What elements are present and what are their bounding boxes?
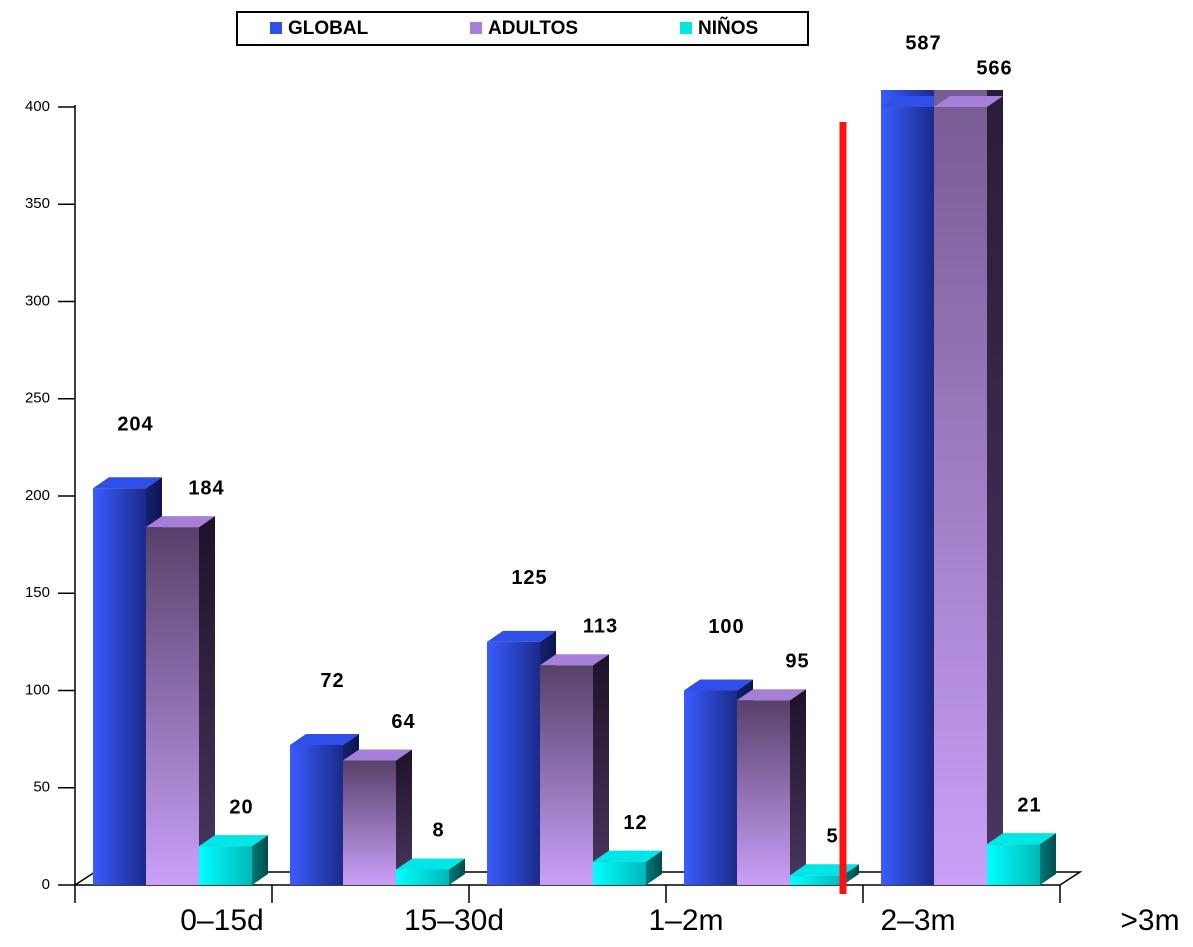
- y-tick-label: 300: [25, 292, 50, 309]
- bar: [934, 90, 1003, 885]
- bar-body: [593, 850, 662, 885]
- bar-front: [93, 488, 146, 885]
- value-label: 64: [391, 711, 415, 733]
- bar: [987, 833, 1056, 885]
- bar-front: [593, 861, 646, 885]
- bar-body: [540, 654, 609, 885]
- bar-side: [593, 654, 609, 885]
- value-label: 20: [229, 796, 253, 818]
- bar-top: [396, 858, 465, 870]
- value-label: 184: [188, 477, 224, 499]
- value-label: 100: [708, 616, 744, 638]
- bar: [396, 858, 465, 885]
- bar-top: [146, 516, 215, 528]
- value-label: 21: [1017, 794, 1041, 816]
- bar-top: [540, 654, 609, 666]
- legend-swatch: [270, 22, 282, 34]
- bar-side: [646, 850, 662, 885]
- bar-front: [343, 760, 396, 885]
- bar-body: [737, 689, 806, 885]
- bar-front: [934, 90, 987, 885]
- value-label: 12: [623, 812, 647, 834]
- y-tick-label: 200: [25, 487, 50, 504]
- bar-top: [290, 733, 359, 745]
- value-label: 566: [976, 57, 1012, 79]
- y-tick-label: 50: [33, 779, 50, 796]
- bar-side: [252, 835, 268, 885]
- bar-front: [737, 700, 790, 885]
- bar-side: [199, 516, 215, 885]
- y-tick-label: 250: [25, 390, 50, 407]
- y-tick-label: 400: [25, 98, 50, 115]
- x-tick-label: >3m: [1120, 904, 1179, 937]
- bar-top: [934, 96, 1003, 107]
- bar-side: [987, 90, 1003, 885]
- legend-label: ADULTOS: [488, 18, 578, 39]
- value-label: 8: [432, 820, 444, 842]
- bar-side: [790, 689, 806, 885]
- bar: [199, 835, 268, 885]
- bar-top: [593, 850, 662, 862]
- legend-swatch: [680, 22, 692, 34]
- value-label: 5: [826, 826, 838, 848]
- value-label: 113: [583, 615, 618, 637]
- bar-body: [790, 864, 859, 885]
- bar-front: [290, 744, 343, 885]
- bar: [146, 516, 215, 885]
- bar-body: [146, 516, 215, 885]
- value-label: 125: [511, 567, 547, 589]
- bar-side: [1040, 833, 1056, 885]
- value-label: 587: [905, 32, 941, 54]
- legend-label: GLOBAL: [288, 18, 369, 39]
- x-tick-label: 1–2m: [648, 904, 723, 937]
- bar-top: [93, 477, 162, 489]
- value-label: 204: [117, 414, 153, 436]
- bar-front: [790, 875, 843, 885]
- bar: [540, 654, 609, 885]
- bar-front: [881, 90, 934, 885]
- bar-body: [987, 833, 1056, 885]
- bar-body: [343, 749, 412, 885]
- bar-top: [487, 630, 556, 642]
- value-label: 95: [785, 651, 809, 673]
- bar-front: [199, 846, 252, 885]
- bar-body: [199, 835, 268, 885]
- value-label: 72: [320, 670, 344, 692]
- y-tick-label: 150: [25, 584, 50, 601]
- bar-side: [449, 858, 465, 885]
- bar-top: [881, 96, 950, 107]
- bar-top: [987, 833, 1056, 845]
- y-tick-label: 0: [42, 876, 50, 893]
- bar-body: [396, 858, 465, 885]
- x-tick-label: 15–30d: [404, 904, 504, 937]
- bar-front: [396, 869, 449, 885]
- bar-front: [987, 844, 1040, 885]
- bar: [737, 689, 806, 885]
- bar: [593, 850, 662, 885]
- bar-top: [199, 835, 268, 847]
- bar-body: [934, 90, 1003, 885]
- y-tick-label: 100: [25, 681, 50, 698]
- bar-top: [737, 689, 806, 701]
- bar-front: [146, 527, 199, 885]
- bar-front: [684, 690, 737, 885]
- bar-side: [396, 749, 412, 885]
- x-tick-label: 0–15d: [180, 904, 263, 937]
- bar-top: [343, 749, 412, 761]
- bar-front: [487, 641, 540, 885]
- bar-top: [684, 679, 753, 691]
- legend-box: [236, 11, 809, 46]
- bar-front: [540, 665, 593, 885]
- bar-side: [843, 864, 859, 885]
- x-tick-label: 2–3m: [880, 904, 955, 937]
- bar: [343, 749, 412, 885]
- legend-label: NIÑOS: [698, 17, 758, 39]
- y-tick-label: 350: [25, 195, 50, 212]
- legend-swatch: [470, 22, 482, 34]
